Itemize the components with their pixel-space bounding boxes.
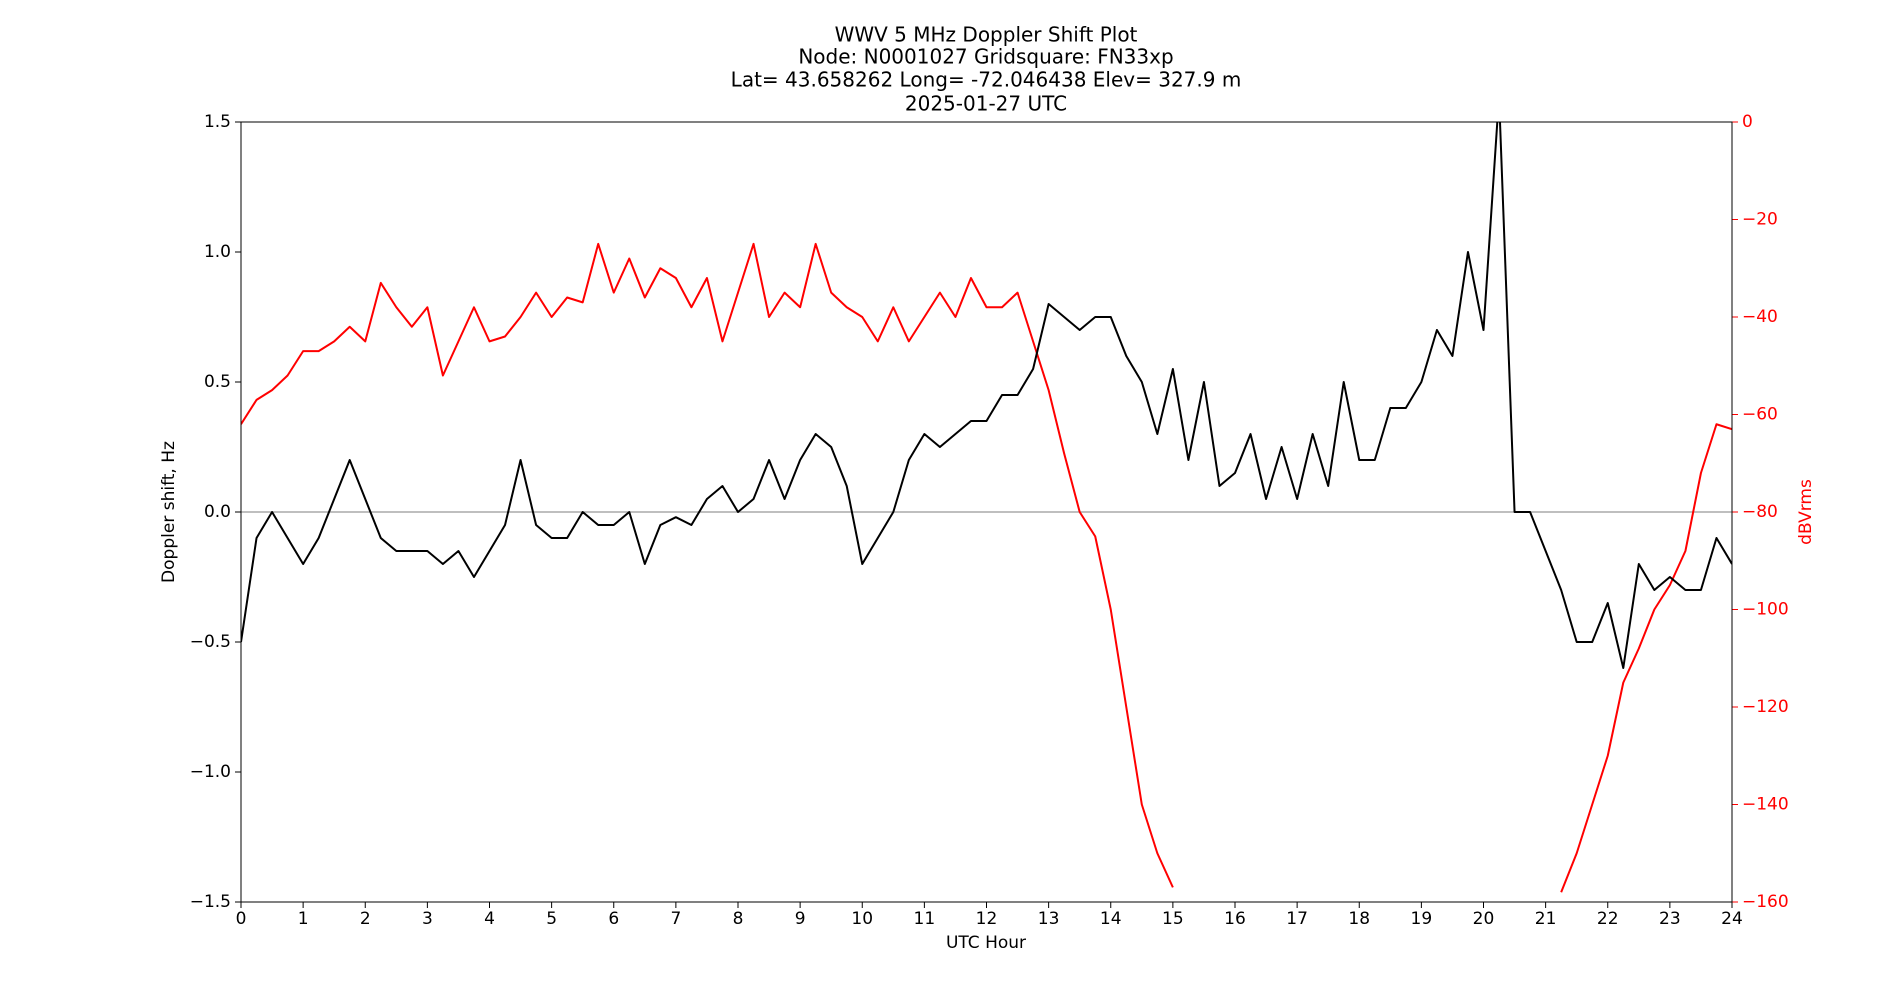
plot-frame	[240, 121, 1733, 903]
x-tick-label: 24	[1721, 909, 1743, 929]
x-tick-label: 12	[976, 909, 998, 929]
x-tick-label: 23	[1659, 909, 1681, 929]
y2-tick-label: −140	[1742, 795, 1789, 815]
y-tick-label: 0.0	[204, 502, 231, 522]
y2-tick-label: −120	[1742, 697, 1789, 717]
x-tick-label: 17	[1286, 909, 1308, 929]
y2-tick-label: −40	[1742, 307, 1778, 327]
y-tick-label: −0.5	[190, 632, 231, 652]
x-tick-label: 21	[1535, 909, 1557, 929]
y2-tick-label: −20	[1742, 210, 1778, 230]
x-tick-label: 9	[795, 909, 806, 929]
x-tick-label: 15	[1162, 909, 1184, 929]
chart-subtitle: Lat= 43.658262 Long= -72.046438 Elev= 32…	[731, 68, 1242, 92]
x-axis-label: UTC Hour	[946, 933, 1026, 953]
x-tick-label: 11	[914, 909, 936, 929]
x-tick-label: 13	[1038, 909, 1060, 929]
x-tick-label: 14	[1100, 909, 1122, 929]
x-tick-label: 8	[733, 909, 744, 929]
chart-title: WWV 5 MHz Doppler Shift Plot	[835, 23, 1138, 47]
x-tick-label: 3	[422, 909, 433, 929]
x-tick-label: 20	[1473, 909, 1495, 929]
x-tick-label: 5	[546, 909, 557, 929]
x-tick-label: 22	[1597, 909, 1619, 929]
x-tick-label: 6	[608, 909, 619, 929]
y-tick-label: −1.5	[190, 892, 231, 912]
chart-subtitle: 2025-01-27 UTC	[905, 92, 1067, 116]
y2-tick-label: −80	[1742, 502, 1778, 522]
x-tick-label: 2	[360, 909, 371, 929]
data-line	[241, 242, 1732, 893]
x-tick-label: 4	[484, 909, 495, 929]
x-tick-label: 0	[236, 909, 247, 929]
x-tick-label: 18	[1348, 909, 1370, 929]
x-tick-label: 1	[298, 909, 309, 929]
x-tick-label: 7	[670, 909, 681, 929]
y2-tick-label: −160	[1742, 892, 1789, 912]
y-tick-label: −1.0	[190, 762, 231, 782]
y2-tick-label: −60	[1742, 405, 1778, 425]
y-tick-label: 1.5	[204, 112, 231, 132]
x-tick-label: 16	[1224, 909, 1246, 929]
x-tick-label: 10	[851, 909, 873, 929]
chart-subtitle: Node: N0001027 Gridsquare: FN33xp	[798, 45, 1173, 69]
y-tick-label: 1.0	[204, 242, 231, 262]
y2-tick-label: −100	[1742, 600, 1789, 620]
y-tick-label: 0.5	[204, 372, 231, 392]
y2-tick-label: 0	[1742, 112, 1753, 132]
x-tick-label: 19	[1411, 909, 1433, 929]
y-axis-label: Doppler shift, Hz	[159, 441, 179, 583]
data-line	[241, 122, 1732, 669]
y2-axis-label: dBVrms	[1796, 479, 1816, 545]
